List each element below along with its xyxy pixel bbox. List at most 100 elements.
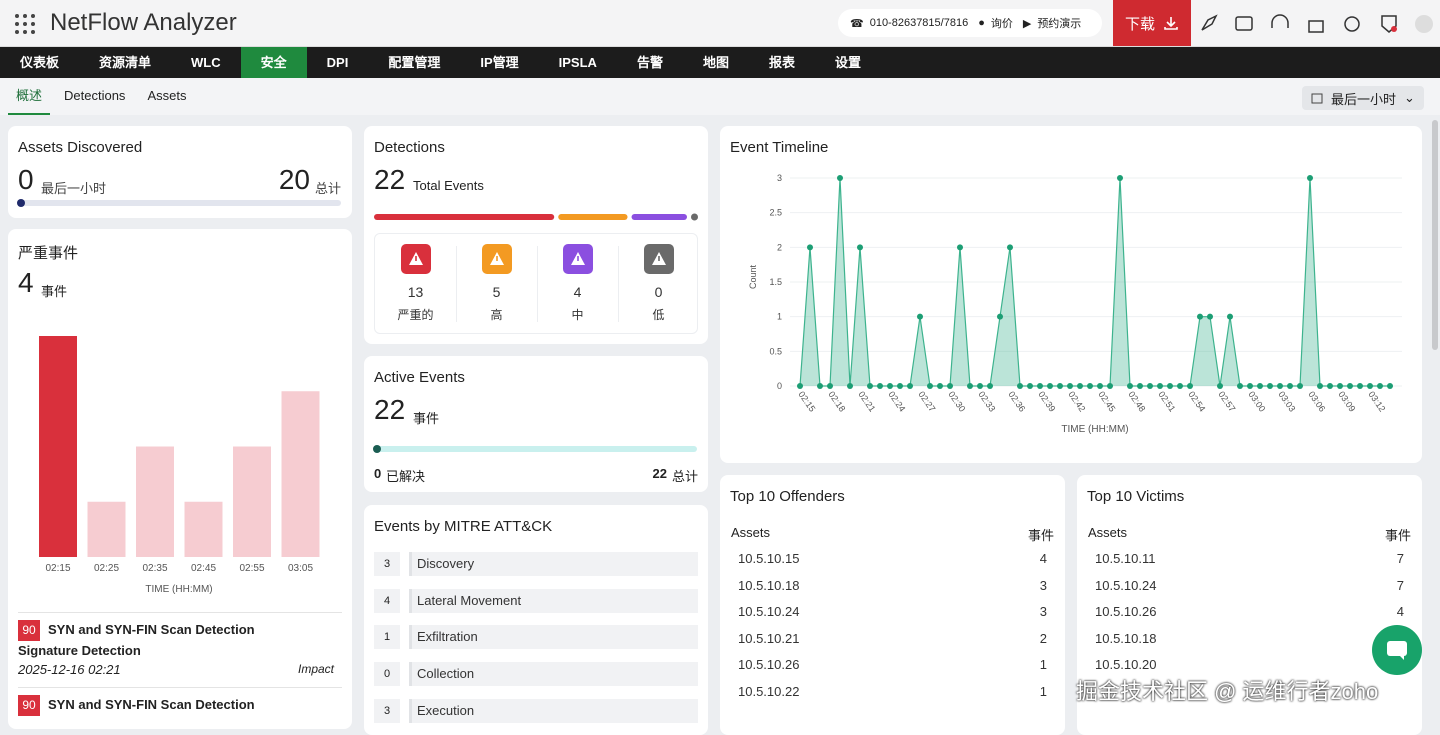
card-title: Event Timeline [730, 139, 829, 156]
bar [87, 501, 126, 557]
download-button[interactable]: 下载 [1113, 0, 1191, 46]
apps-icon[interactable] [14, 13, 36, 35]
severe-chart: 02:15 02:25 02:35 02:45 02:55 03:05 TIME (HH:M… [39, 336, 320, 595]
download-icon [1164, 17, 1178, 30]
point [1237, 383, 1243, 389]
point [847, 383, 853, 389]
divider [456, 246, 457, 322]
point [907, 383, 913, 389]
total-label: 总计 [314, 181, 341, 196]
tactic-bar: Discovery [409, 552, 698, 576]
nav-item[interactable]: 设置 [834, 55, 861, 70]
tactic-count: 1 [374, 625, 400, 650]
y-tick-label: 2 [777, 242, 782, 252]
point [1147, 383, 1153, 389]
divider [537, 246, 538, 322]
contact-pill: ☎ 010-82637815/7816 ● 询价 ▶ 预约演示 [838, 9, 1102, 37]
bar [39, 336, 77, 557]
gift-icon[interactable] [1308, 20, 1324, 33]
point [817, 383, 823, 389]
x-tick-label: 02:45 [191, 563, 216, 574]
phone[interactable]: 010-82637815/7816 [869, 17, 969, 29]
severe-count-label: 事件 [41, 284, 68, 299]
event-count: 1 [1039, 657, 1047, 672]
severity-label: 低 [652, 308, 665, 322]
bar [136, 446, 174, 557]
x-tick-label: 02:15 [796, 389, 817, 413]
nav-item[interactable]: 配置管理 [388, 55, 441, 70]
severity-label: 高 [490, 308, 503, 322]
asset: 10.5.10.26 [738, 657, 800, 672]
timeline-card: Event Timeline 0 0.5 1 1.5 2 2.5 3 02:15 02:18 02… [720, 126, 1422, 463]
point [1367, 383, 1373, 389]
x-tick-label: 02:33 [976, 389, 997, 413]
point [1387, 383, 1393, 389]
severity-bar [374, 213, 698, 221]
card-title: Assets Discovered [18, 139, 143, 156]
nav-item[interactable]: 安全 [240, 47, 307, 78]
progress-done [17, 199, 25, 207]
support-icon[interactable] [1271, 14, 1289, 28]
chat-button[interactable] [1372, 625, 1422, 675]
demo[interactable]: 预约演示 [1037, 18, 1082, 30]
point [827, 383, 833, 389]
point [947, 383, 953, 389]
point [1307, 175, 1313, 181]
tab[interactable]: 概述 [8, 78, 51, 115]
event-tactic: Impact [297, 662, 334, 676]
time-range[interactable]: 最后一小时 ⌄ [1302, 86, 1424, 110]
victims-card: Top 10 Victims Assets 事件 10.5.10.11 7 10.5.1… [1077, 475, 1422, 735]
tab[interactable]: Assets [147, 88, 187, 103]
y-tick-label: 3 [777, 173, 782, 183]
x-tick-label: 02:54 [1186, 389, 1207, 413]
tactic-bar: Collection [409, 662, 698, 687]
screen-icon[interactable] [1235, 16, 1253, 31]
x-tick-label: 02:25 [94, 563, 119, 574]
nav-item[interactable]: WLC [191, 55, 221, 70]
nav-item[interactable]: 资源清单 [99, 55, 152, 70]
nav-item[interactable]: 报表 [768, 55, 795, 70]
point [877, 383, 883, 389]
point [997, 313, 1003, 320]
point [977, 383, 983, 389]
card-title: Active Events [374, 369, 465, 386]
x-tick-label: 02:55 [239, 563, 264, 574]
nav-item[interactable]: 地图 [702, 55, 729, 70]
x-tick-label: 02:57 [1216, 389, 1237, 413]
point [1107, 383, 1113, 389]
settings-icon[interactable] [1344, 16, 1360, 32]
tab[interactable]: Detections [64, 88, 126, 103]
column-header: Assets [731, 525, 771, 540]
event-count: 3 [1039, 577, 1047, 593]
point [1097, 383, 1103, 389]
event-type: Signature Detection [18, 643, 141, 658]
y-tick-label: 1.5 [769, 277, 782, 287]
nav-item[interactable]: 告警 [636, 55, 663, 70]
card-title: Events by MITRE ATT&CK [374, 518, 553, 535]
app-title: NetFlow Analyzer [50, 9, 237, 36]
point [1007, 244, 1013, 251]
point [1027, 383, 1033, 389]
nav-bar: 仪表板 资源清单 WLC 安全 DPI 配置管理 IP管理 IPSLA 告警 地图 报表 设置 [0, 47, 1440, 78]
y-tick-label: 0.5 [769, 346, 782, 356]
nav-item[interactable]: IPSLA [558, 55, 597, 70]
card-title: 严重事件 [18, 245, 79, 262]
severity-label: 中 [571, 308, 584, 322]
chevron: ⌄ [1404, 90, 1415, 105]
inquiry[interactable]: 询价 [990, 18, 1013, 30]
nav-item[interactable]: 仪表板 [20, 55, 60, 70]
avatar[interactable] [1415, 15, 1433, 33]
resolved-count: 0 [374, 466, 382, 481]
nav-item[interactable]: DPI [326, 55, 349, 70]
nav-item[interactable]: IP管理 [480, 55, 519, 70]
timeline-chart: 0 0.5 1 1.5 2 2.5 3 02:15 02:18 02:21 02:24 02:27 02… [748, 173, 1402, 435]
time-range-label: 最后一小时 [1331, 91, 1397, 107]
asset: 10.5.10.15 [738, 551, 800, 566]
rocket-icon[interactable] [1201, 14, 1218, 31]
event-count: 4 [1396, 604, 1404, 619]
severity-count: 4 [573, 284, 582, 300]
point [1117, 175, 1123, 181]
severity-count: 5 [492, 284, 501, 300]
severity-count: 0 [654, 284, 663, 300]
